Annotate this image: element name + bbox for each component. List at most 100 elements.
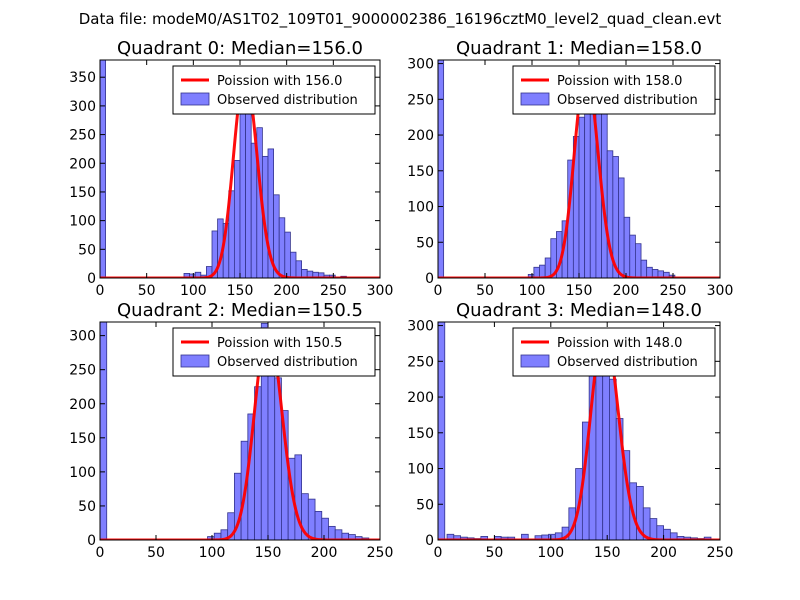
legend-label-observed: Observed distribution: [557, 355, 698, 370]
x-tick-label: 150: [566, 283, 593, 299]
subplot-title: Quadrant 3: Median=148.0: [456, 300, 702, 321]
y-tick-label: 100: [407, 462, 434, 478]
y-tick-label: 50: [78, 242, 96, 258]
x-tick-label: 50: [147, 545, 165, 561]
legend-label-poisson: Poission with 156.0: [217, 74, 342, 89]
histogram-bar: [307, 498, 316, 540]
histogram-bar: [438, 322, 446, 540]
histogram-bar: [289, 251, 297, 278]
plot-area: [438, 322, 720, 540]
x-tick-label: 150: [594, 545, 621, 561]
x-tick-label: 250: [320, 283, 347, 299]
y-tick-label: 50: [78, 499, 96, 515]
histogram-bar: [533, 266, 540, 278]
legend-label-poisson: Poission with 150.5: [217, 336, 342, 351]
histogram-bar: [646, 266, 653, 278]
y-tick-label: 0: [87, 533, 96, 549]
x-tick-label: 200: [613, 283, 640, 299]
x-tick-label: 0: [96, 545, 105, 561]
y-tick-label: 0: [425, 533, 434, 549]
histogram-bar: [656, 525, 664, 540]
legend-box: [512, 65, 716, 115]
y-tick-label: 300: [69, 99, 96, 115]
legend-bar-swatch: [520, 92, 550, 106]
histogram-bar: [245, 94, 252, 278]
y-tick-label: 200: [69, 156, 96, 172]
subplot-quadrant-3: Quadrant 3: Median=148.0 0 50 100 150 200 250 0…: [407, 300, 733, 561]
poisson-curve: [438, 327, 720, 540]
x-tick-label: 200: [311, 545, 338, 561]
histogram-bar: [544, 257, 552, 278]
histogram-bar: [100, 60, 106, 278]
legend: Poission with 156.0 Observed distribution: [172, 65, 376, 115]
legend-label-observed: Observed distribution: [217, 93, 358, 108]
x-tick-label: 250: [707, 545, 734, 561]
y-tick-label: 350: [69, 70, 96, 86]
subplot-quadrant-2: Quadrant 2: Median=150.5 0 50 100 150 200 250 0…: [69, 300, 393, 561]
subplot-quadrant-0: Quadrant 0: Median=156.0 0 50 100 150 200 250 3…: [69, 38, 393, 299]
x-tick-label: 100: [180, 283, 207, 299]
histogram-bar: [233, 159, 241, 278]
x-tick-label: 250: [660, 283, 687, 299]
histogram-bar: [295, 260, 302, 278]
y-tick-label: 0: [425, 271, 434, 287]
y-tick-label: 50: [416, 497, 434, 513]
x-tick-label: 150: [227, 283, 254, 299]
legend-box: [172, 65, 376, 115]
y-tick-label: 100: [69, 465, 96, 481]
subplot-title: Quadrant 1: Median=158.0: [456, 38, 702, 59]
histogram-bar: [521, 533, 529, 540]
y-tick-label: 150: [407, 164, 434, 180]
x-tick-label: 100: [537, 545, 564, 561]
y-tick-label: 250: [69, 128, 96, 144]
histogram-bar: [321, 517, 329, 540]
y-tick-label: 100: [69, 214, 96, 230]
legend-label-poisson: Poission with 148.0: [557, 336, 682, 351]
x-tick-label: 200: [273, 283, 300, 299]
y-tick-label: 150: [69, 431, 96, 447]
legend-box: [172, 327, 376, 377]
histogram-bar: [618, 177, 625, 278]
x-tick-label: 250: [367, 545, 394, 561]
y-tick-label: 200: [69, 397, 96, 413]
y-tick-label: 150: [407, 426, 434, 442]
histogram-bar: [328, 525, 336, 540]
x-tick-label: 50: [138, 283, 156, 299]
histogram-bar: [100, 322, 108, 540]
y-tick-label: 0: [87, 271, 96, 287]
histogram-bar: [250, 142, 258, 278]
histogram-bar: [635, 243, 642, 278]
histogram-bar: [578, 116, 586, 278]
histogram-bar: [640, 259, 648, 278]
axes-frame: [99, 321, 381, 541]
legend: Poission with 158.0 Observed distribution: [512, 65, 716, 115]
x-tick-label: 0: [434, 283, 443, 299]
histogram-bar: [609, 378, 617, 540]
x-tick-label: 150: [255, 545, 282, 561]
histogram-bar: [629, 234, 636, 278]
subplot-title: Quadrant 0: Median=156.0: [117, 38, 363, 59]
histogram-bar: [438, 60, 445, 278]
histogram-bar: [539, 264, 546, 278]
x-tick-label: 100: [519, 283, 546, 299]
subplot-quadrant-1: Quadrant 1: Median=158.0 0 50 100 150 200 250 3…: [407, 38, 733, 299]
histogram-bar: [278, 217, 286, 278]
subplot-grid: Quadrant 0: Median=156.0 0 50 100 150 200 250 3…: [69, 38, 733, 561]
y-tick-label: 250: [407, 354, 434, 370]
y-tick-label: 50: [416, 235, 434, 251]
y-tick-label: 150: [69, 185, 96, 201]
legend-label-observed: Observed distribution: [557, 93, 698, 108]
legend: Poission with 150.5 Observed distribution: [172, 327, 376, 377]
y-tick-label: 250: [69, 363, 96, 379]
legend-bar-swatch: [180, 354, 210, 368]
y-tick-label: 100: [407, 200, 434, 216]
y-tick-label: 200: [407, 128, 434, 144]
histogram-bar: [284, 231, 291, 278]
histogram-bar: [623, 216, 631, 278]
x-tick-label: 300: [707, 283, 734, 299]
x-tick-label: 0: [96, 283, 105, 299]
y-tick-label: 300: [69, 329, 96, 345]
y-tick-label: 300: [407, 57, 434, 73]
legend: Poission with 148.0 Observed distribution: [512, 327, 716, 377]
x-tick-label: 100: [199, 545, 226, 561]
